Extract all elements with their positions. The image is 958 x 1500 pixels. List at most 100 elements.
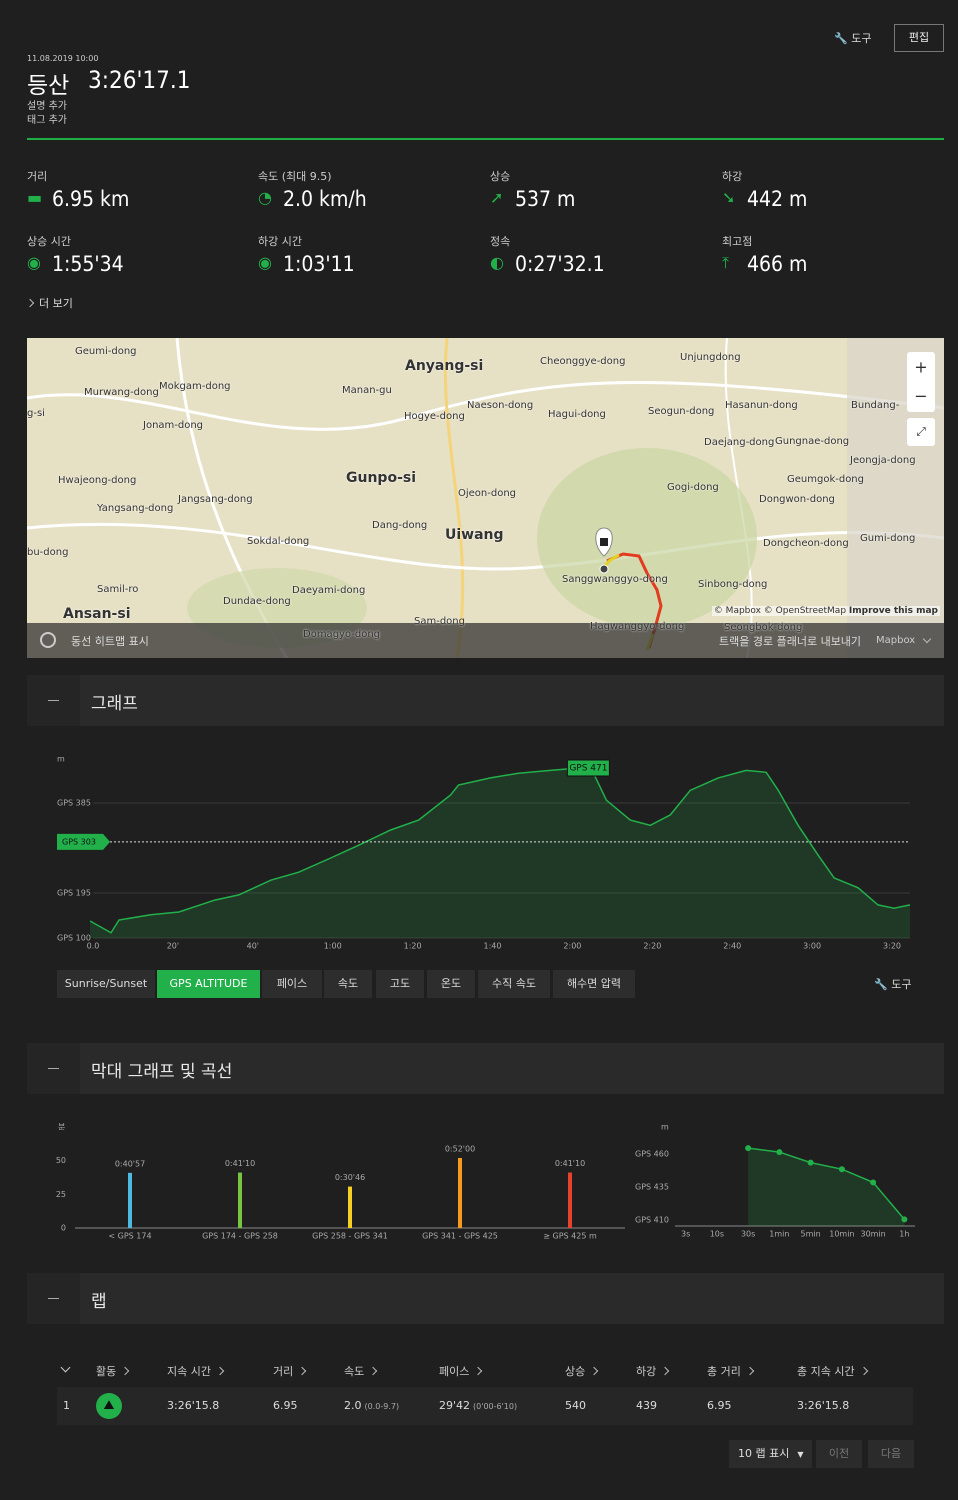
chevron <box>25 298 35 308</box>
cell: 3:26'15.8 <box>797 1399 849 1412</box>
column-header[interactable]: 활동 <box>96 1363 130 1379</box>
graph-tools[interactable]: 🔧 도구 <box>874 978 912 991</box>
fullscreen[interactable] <box>907 418 935 446</box>
column-title: 상승 <box>565 1365 586 1378</box>
x-tick-label: ≥ GPS 425 m <box>543 1232 597 1241</box>
page-size-text: 10 랩 표시 <box>738 1447 790 1460</box>
bar-section-header[interactable]: 막대 그래프 및 곡선 <box>27 1043 944 1094</box>
zoom-out[interactable]: − <box>914 387 927 406</box>
tab[interactable]: 수직 속도 <box>478 970 550 998</box>
end-icon <box>600 538 608 546</box>
column-header[interactable]: 하강 <box>636 1363 670 1379</box>
stat-label: 상승 <box>490 170 511 183</box>
cell-main: 6.95 <box>707 1399 732 1412</box>
cell-main: 6.95 <box>273 1399 298 1412</box>
column-header[interactable]: 거리 <box>273 1363 307 1379</box>
tab[interactable]: 페이스 <box>262 970 322 998</box>
map-label: Dongwon-dong <box>759 494 835 505</box>
value-label: 0:40'57 <box>115 1159 145 1168</box>
graph-section-header[interactable]: 그래프 <box>27 675 944 726</box>
cell: 6.95 <box>273 1399 298 1412</box>
map-label: Manan-gu <box>342 385 392 396</box>
collapse-button[interactable] <box>27 675 80 726</box>
tab[interactable]: 해수면 압력 <box>553 970 635 998</box>
cell-main: 439 <box>636 1399 657 1412</box>
column-header[interactable]: 상승 <box>565 1363 599 1379</box>
map-label: Hogye-dong <box>404 411 465 422</box>
add-description[interactable]: 설명 추가 <box>27 101 67 112</box>
bar <box>348 1186 352 1228</box>
cell: 3:26'15.8 <box>167 1399 219 1412</box>
y-tick-label: 25 <box>56 1190 66 1199</box>
column-header[interactable]: 페이스 <box>439 1363 483 1379</box>
map-label: Sokdal-dong <box>247 536 310 547</box>
stat-value: 6.95 km <box>52 187 130 211</box>
column-title: 지속 시간 <box>167 1365 211 1378</box>
stat-value: 1:03'11 <box>283 252 355 276</box>
map-label: Gungnae-dong <box>775 436 850 447</box>
column-header[interactable]: 총 거리 <box>707 1363 755 1379</box>
start-marker <box>599 564 609 574</box>
x-tick-label: 20' <box>167 942 179 951</box>
more-text: 더 보기 <box>39 297 73 310</box>
tab[interactable]: Sunrise/Sunset <box>57 970 155 998</box>
next-button[interactable]: 다음 <box>868 1440 914 1468</box>
more-button[interactable]: 더 보기 <box>25 295 73 311</box>
add-tags[interactable]: 태그 추가 <box>27 115 67 126</box>
cell-main: 1 <box>63 1399 70 1412</box>
map-label: Hwajeong-dong <box>58 475 137 486</box>
zoom-control[interactable] <box>907 352 935 412</box>
value-label: 0:41'10 <box>225 1159 255 1168</box>
tab[interactable]: 온도 <box>427 970 475 998</box>
page-size-select[interactable]: 10 랩 표시 ▼ <box>729 1440 812 1468</box>
y-tick-label: GPS 195 <box>57 889 91 898</box>
map-label: Geumi-dong <box>75 346 137 357</box>
cell-main: 3:26'15.8 <box>797 1399 850 1412</box>
map[interactable]: + − ⤢ © Mapbox © OpenStreetMap Improve t… <box>27 338 944 658</box>
activity: 등산 <box>27 73 70 99</box>
cell-main: 540 <box>565 1399 586 1412</box>
tab[interactable]: 고도 <box>376 970 424 998</box>
cell: 540 <box>565 1399 586 1412</box>
map-label: Ansan-si <box>63 606 131 622</box>
column-header[interactable]: 총 지속 시간 <box>797 1363 868 1379</box>
prev-button[interactable]: 이전 <box>816 1440 862 1468</box>
laps-section-header[interactable]: 랩 <box>27 1273 944 1324</box>
sort-icon <box>215 1366 225 1376</box>
map-label: Unjungdong <box>680 352 741 363</box>
column-header[interactable]: 지속 시간 <box>167 1363 225 1379</box>
provider-select[interactable]: Mapbox <box>876 634 932 646</box>
zoom-in[interactable]: + <box>914 358 927 377</box>
collapse-button[interactable] <box>27 1273 80 1324</box>
x-tick-label: 1:40 <box>484 942 502 951</box>
export-link[interactable]: 트랙을 경로 플래너로 내보내기 <box>719 635 862 648</box>
road <box>27 522 944 571</box>
heatmap-toggle[interactable]: 동선 히트맵 표시 <box>71 635 149 648</box>
stat-icon: ▬ <box>27 188 43 207</box>
line <box>89 767 911 934</box>
tools-button[interactable]: 🔧 도구 <box>834 32 872 45</box>
column-title: 속도 <box>344 1365 365 1378</box>
collapse-button[interactable] <box>27 1043 80 1094</box>
reference-label: GPS 303 <box>62 837 96 846</box>
stat-icon: ◉ <box>27 253 41 272</box>
map-footer <box>27 623 944 658</box>
tab[interactable]: GPS ALTITUDE <box>157 970 260 998</box>
stat-label: 하강 시간 <box>258 235 302 248</box>
sort-icon <box>859 1366 868 1376</box>
expand-all[interactable] <box>60 1362 71 1373</box>
max-label: GPS 471 <box>569 764 607 774</box>
map-label: Daejang-dong <box>704 437 775 448</box>
tab[interactable]: 속도 <box>324 970 372 998</box>
x-tick-label: 1h <box>899 1230 909 1239</box>
x-tick-label: GPS 174 - GPS 258 <box>202 1232 278 1241</box>
improve-link[interactable]: Improve this map <box>848 606 938 616</box>
x-tick-label: 2:00 <box>563 942 581 951</box>
column-header[interactable]: 속도 <box>344 1363 378 1379</box>
dropdown-arrow: ▼ <box>797 1450 804 1459</box>
value-label: 0:41'10 <box>555 1159 585 1168</box>
x-tick-label: GPS 341 - GPS 425 <box>422 1232 498 1241</box>
edit-button[interactable]: 편집 <box>894 24 944 52</box>
point <box>807 1159 814 1166</box>
map-label: Seogun-dong <box>648 406 715 417</box>
